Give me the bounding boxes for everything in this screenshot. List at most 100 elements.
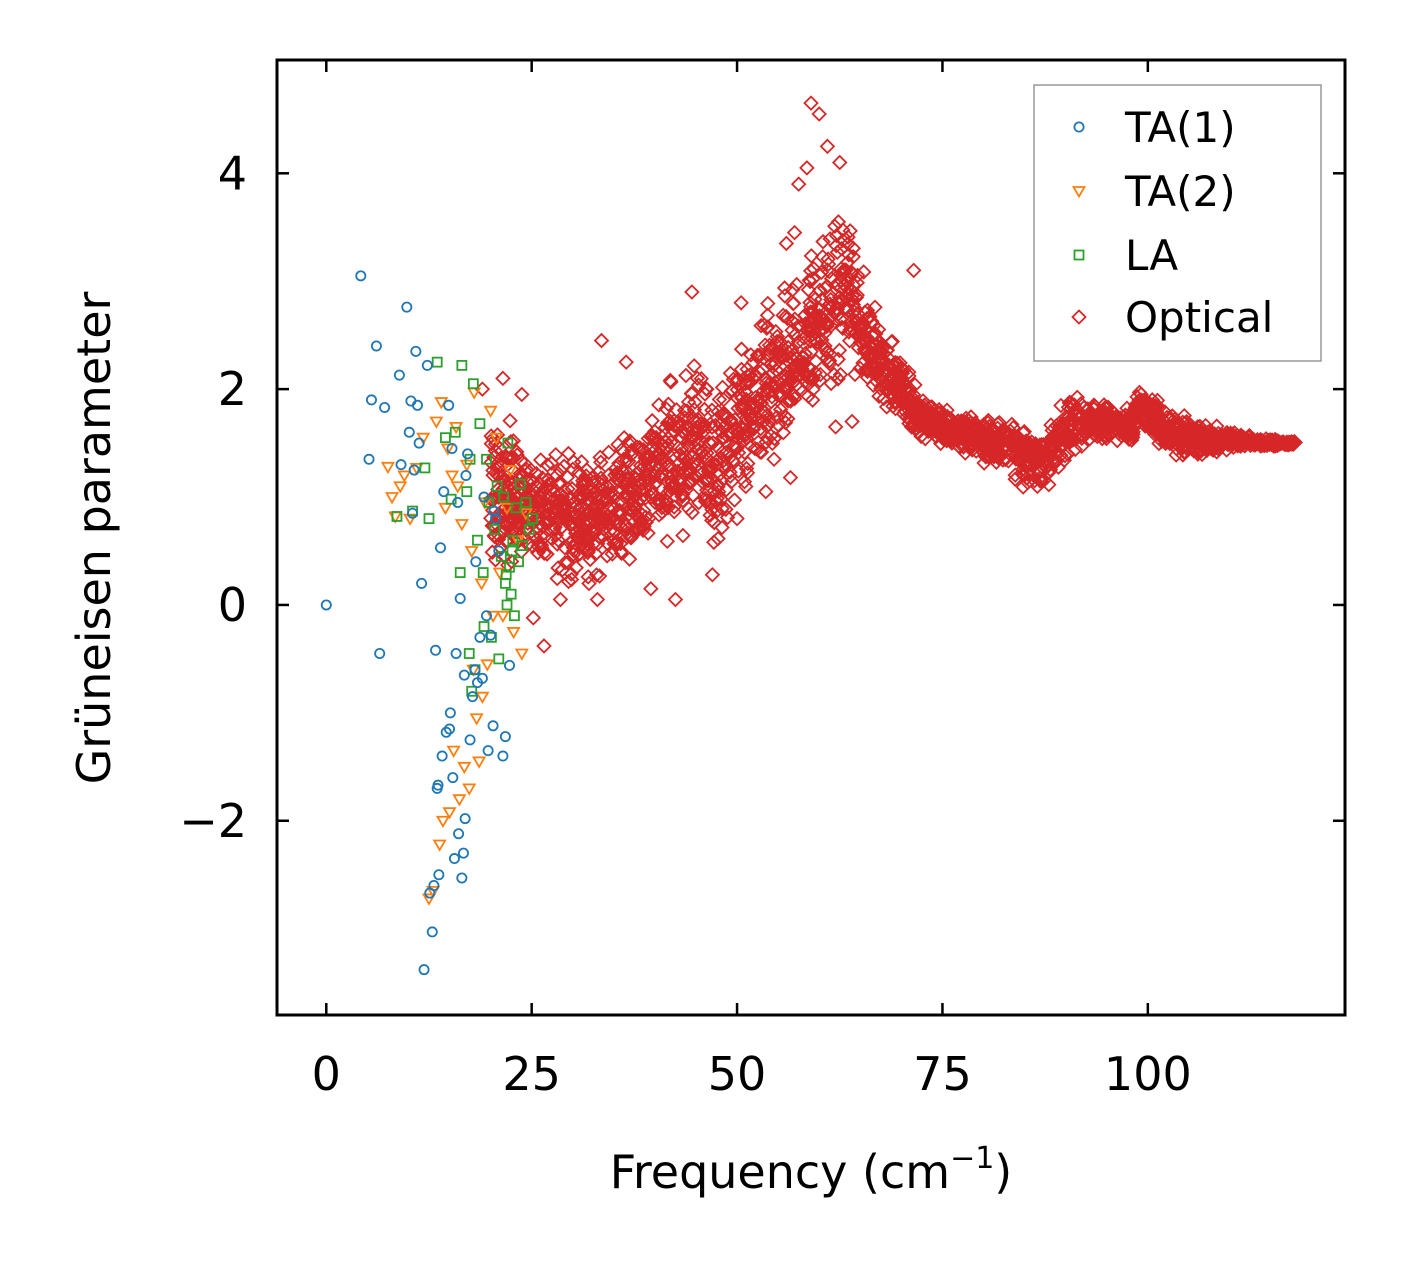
- y-tick-label: 0: [218, 578, 247, 632]
- optical-point: [593, 454, 609, 471]
- optical-point: [536, 529, 553, 545]
- optical-point: [659, 445, 676, 462]
- optical-point: [766, 356, 783, 373]
- optical-point: [922, 419, 939, 436]
- data-point-ta1: [458, 669, 470, 681]
- data-point-ta1: [370, 340, 382, 352]
- optical-point: [897, 375, 913, 392]
- data-point-ta1: [464, 734, 476, 746]
- optical-point: [706, 534, 722, 551]
- optical-point: [1204, 434, 1221, 451]
- legend-label-ta1: TA(1): [1124, 103, 1236, 152]
- data-point-ta1: [480, 610, 492, 622]
- optical-point: [664, 473, 680, 490]
- optical-point: [675, 492, 691, 509]
- data-point-la: [478, 621, 490, 632]
- optical-point: [549, 467, 565, 484]
- data-point-la: [501, 599, 513, 611]
- optical-point: [867, 337, 883, 353]
- optical-point: [886, 359, 903, 375]
- optical-point: [750, 394, 766, 411]
- optical-point: [782, 469, 799, 486]
- optical-point: [550, 532, 567, 548]
- data-point-la: [500, 569, 512, 581]
- optical-point: [804, 305, 820, 321]
- optical-point: [693, 415, 709, 432]
- optical-point: [657, 419, 674, 436]
- optical-point: [777, 368, 794, 384]
- optical-point: [684, 504, 700, 521]
- optical-point: [736, 444, 753, 461]
- y-tick-label: 4: [218, 146, 247, 200]
- optical-point: [1062, 433, 1079, 450]
- optical-point: [1187, 421, 1203, 438]
- optical-point: [1053, 416, 1069, 433]
- data-point-ta1: [452, 496, 464, 508]
- optical-point: [520, 497, 537, 513]
- optical-point: [715, 391, 732, 408]
- optical-point: [1007, 471, 1024, 487]
- optical-point: [589, 591, 606, 608]
- data-point-ta1: [499, 731, 511, 743]
- data-point-ta1: [457, 847, 469, 859]
- optical-point: [532, 452, 549, 468]
- optical-point: [710, 530, 726, 547]
- x-tick-label: 50: [708, 1047, 767, 1101]
- optical-point: [1154, 428, 1171, 444]
- data-point-la: [514, 478, 526, 490]
- optical-point: [675, 486, 691, 502]
- optical-point: [1217, 428, 1234, 444]
- data-point-ta2: [452, 794, 467, 807]
- optical-point: [737, 375, 754, 392]
- optical-point: [600, 485, 617, 502]
- optical-point: [704, 419, 720, 435]
- optical-point: [593, 470, 609, 486]
- optical-point: [708, 453, 725, 470]
- optical-point: [865, 350, 881, 367]
- optical-point: [570, 530, 586, 547]
- optical-point: [495, 456, 512, 472]
- data-point-ta2: [450, 481, 465, 494]
- optical-point: [652, 468, 669, 485]
- data-point-ta2: [480, 659, 495, 672]
- data-point-ta2: [489, 432, 504, 445]
- optical-point: [756, 317, 772, 333]
- optical-point: [819, 278, 836, 295]
- data-point-ta1: [407, 507, 419, 519]
- optical-point: [567, 535, 584, 551]
- optical-point: [803, 95, 819, 111]
- data-point-ta1: [476, 672, 488, 684]
- optical-point: [551, 512, 568, 529]
- optical-point: [1059, 446, 1076, 462]
- optical-point: [644, 412, 660, 429]
- data-point-ta1: [446, 442, 458, 454]
- optical-point: [916, 411, 932, 428]
- optical-point: [557, 554, 573, 571]
- optical-point: [1081, 431, 1098, 447]
- optical-point: [760, 319, 776, 335]
- optical-point: [674, 440, 690, 457]
- data-point-ta1: [478, 491, 490, 503]
- optical-point: [600, 444, 617, 461]
- optical-point: [552, 591, 569, 608]
- optical-point: [802, 273, 818, 290]
- optical-point: [933, 421, 949, 437]
- optical-point: [785, 281, 801, 298]
- optical-point: [606, 535, 622, 552]
- data-point-ta1: [436, 750, 448, 762]
- data-point-ta1: [416, 577, 428, 589]
- data-point-ta1: [467, 691, 479, 703]
- optical-point: [698, 381, 714, 397]
- optical-point: [745, 410, 762, 427]
- data-point-ta1: [444, 723, 456, 735]
- optical-point: [670, 456, 686, 472]
- optical-point: [654, 481, 671, 498]
- optical-point: [988, 454, 1005, 470]
- data-point-ta1: [470, 556, 482, 568]
- optical-point: [753, 444, 770, 460]
- optical-point: [980, 412, 997, 429]
- data-point-ta1: [410, 345, 422, 357]
- optical-point: [926, 418, 942, 435]
- optical-point: [762, 412, 778, 429]
- optical-point: [711, 391, 728, 408]
